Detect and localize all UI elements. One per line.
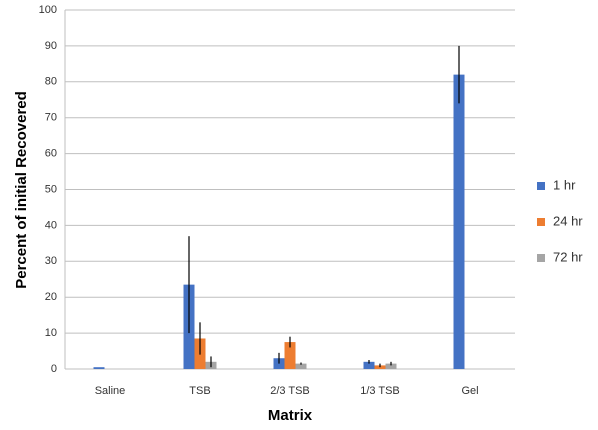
bar	[295, 363, 307, 369]
y-tick-label: 20	[45, 291, 57, 303]
x-tick-label: 2/3 TSB	[270, 385, 310, 397]
bar	[385, 363, 397, 369]
y-tick-label: 40	[45, 219, 57, 231]
y-tick-label: 30	[45, 255, 57, 267]
y-tick-label: 70	[45, 112, 57, 124]
y-tick-label: 80	[45, 76, 57, 88]
legend-swatch	[537, 254, 545, 262]
x-tick-label: Gel	[461, 385, 478, 397]
y-tick-label: 100	[39, 4, 57, 16]
legend-swatch	[537, 182, 545, 190]
y-tick-label: 50	[45, 183, 57, 195]
y-tick-label: 10	[45, 327, 57, 339]
x-tick-label: TSB	[189, 385, 210, 397]
bar	[363, 361, 375, 369]
bar	[93, 367, 105, 369]
legend-swatch	[537, 218, 545, 226]
y-axis-title: Percent of initial Recovered	[13, 91, 30, 289]
legend-label: 72 hr	[553, 249, 583, 264]
x-tick-label: Saline	[95, 385, 126, 397]
y-tick-label: 0	[51, 363, 57, 375]
bar	[453, 74, 465, 370]
bar	[284, 342, 296, 369]
bar	[374, 365, 386, 369]
x-tick-label: 1/3 TSB	[360, 385, 400, 397]
x-axis-title: Matrix	[268, 407, 313, 424]
legend-label: 1 hr	[553, 177, 576, 192]
legend-label: 24 hr	[553, 213, 583, 228]
y-tick-label: 60	[45, 148, 57, 160]
y-tick-label: 90	[45, 40, 57, 52]
